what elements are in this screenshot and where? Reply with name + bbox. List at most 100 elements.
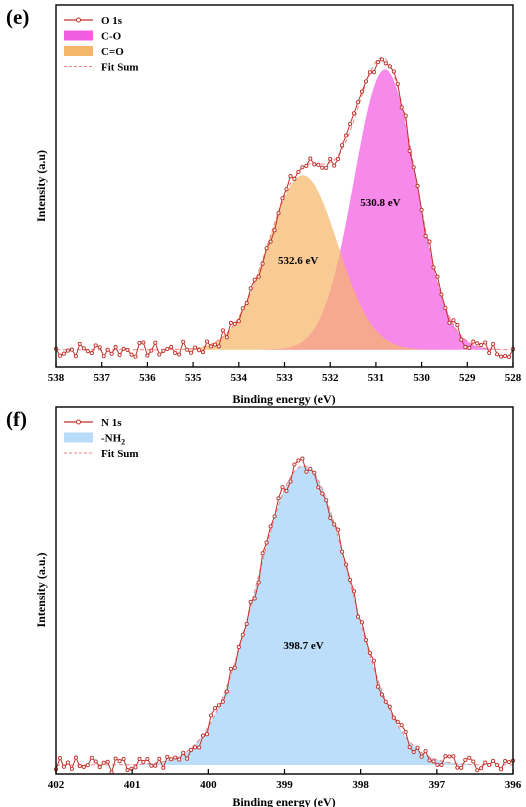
data-point xyxy=(363,79,369,84)
data-point xyxy=(193,345,198,350)
data-point xyxy=(252,277,257,282)
data-point xyxy=(149,348,154,353)
annotations-f: 398.7 eV xyxy=(283,640,323,652)
data-point xyxy=(93,759,98,764)
data-point xyxy=(268,524,273,529)
data-point xyxy=(240,632,245,637)
legend-label: Fit Sum xyxy=(101,448,139,460)
data-point xyxy=(85,763,90,768)
data-point xyxy=(427,758,432,763)
data-point xyxy=(415,183,420,188)
data-point xyxy=(479,342,484,348)
annotations-e: 530.8 eV 532.6 eV xyxy=(278,197,401,267)
data-point xyxy=(57,756,63,761)
data-point xyxy=(316,162,321,167)
legend-label-subscript: 2 xyxy=(121,438,125,447)
data-point xyxy=(204,339,210,344)
data-point xyxy=(137,756,142,761)
data-point xyxy=(312,162,317,167)
data-point xyxy=(236,319,241,324)
x-tick-label: 396 xyxy=(505,779,522,791)
y-axis-title-e: Intensity (a.u) xyxy=(34,150,48,222)
data-point xyxy=(145,756,150,762)
data-point xyxy=(264,246,269,251)
data-point xyxy=(272,228,277,233)
data-point xyxy=(101,760,106,765)
x-tick-label: 538 xyxy=(48,372,65,384)
data-point xyxy=(463,345,468,350)
data-point xyxy=(256,274,261,279)
data-point xyxy=(173,350,178,355)
data-point xyxy=(129,352,134,357)
data-point xyxy=(387,704,392,709)
legend-swatch-marker xyxy=(76,17,81,23)
data-point xyxy=(260,261,265,266)
data-point xyxy=(228,666,233,671)
data-point xyxy=(105,759,110,764)
data-point xyxy=(423,234,428,239)
data-point xyxy=(503,353,508,359)
data-point xyxy=(232,321,237,326)
data-point xyxy=(276,211,281,216)
data-point xyxy=(328,515,333,520)
data-point xyxy=(177,352,182,357)
fit-sum-line xyxy=(56,56,513,351)
data-point xyxy=(81,764,86,769)
panel-e-o1s: (e) 538 537 536 535 534 533 532 531 530 529 528 Bi… xyxy=(6,4,522,406)
data-point xyxy=(292,176,297,181)
data-point xyxy=(244,621,249,626)
data-point xyxy=(125,347,130,352)
legend-label: -NH2 xyxy=(101,433,125,447)
legend-label: N 1s xyxy=(101,417,122,429)
data-point xyxy=(89,755,94,760)
data-point xyxy=(308,466,313,471)
data-point xyxy=(371,658,376,663)
data-point xyxy=(491,341,496,347)
data-point xyxy=(495,352,500,357)
data-point xyxy=(411,165,416,170)
data-point xyxy=(228,320,233,325)
data-point xyxy=(292,462,297,467)
data-point xyxy=(395,81,400,86)
data-point xyxy=(220,699,225,704)
data-point xyxy=(320,165,325,170)
data-point xyxy=(248,286,253,291)
data-point xyxy=(435,274,440,279)
data-point xyxy=(272,514,277,519)
data-point xyxy=(216,703,221,708)
data-point xyxy=(77,341,82,346)
data-point xyxy=(483,340,488,345)
data-point xyxy=(252,596,257,601)
peak-annotation: 530.8 eV xyxy=(360,197,400,209)
data-point xyxy=(101,354,106,359)
data-point xyxy=(73,354,78,359)
data-point xyxy=(185,756,190,761)
data-point xyxy=(300,165,305,170)
data-point xyxy=(117,352,122,358)
data-point xyxy=(359,620,365,625)
data-point xyxy=(455,765,460,770)
data-point xyxy=(284,488,289,494)
legend-swatch-fill xyxy=(64,30,93,41)
data-point xyxy=(308,156,313,161)
data-point xyxy=(157,352,162,357)
x-tick-label: 534 xyxy=(231,372,248,384)
data-point xyxy=(145,353,150,358)
x-axis-title-f: Binding energy (eV) xyxy=(232,795,335,807)
data-point xyxy=(173,755,178,760)
data-point xyxy=(81,346,86,351)
data-point xyxy=(280,196,285,201)
data-point xyxy=(371,70,376,75)
x-tick-label: 397 xyxy=(429,779,446,791)
data-point xyxy=(121,756,126,762)
data-point xyxy=(85,349,90,354)
x-tick-label: 535 xyxy=(185,372,202,384)
data-point xyxy=(121,346,126,351)
data-point xyxy=(459,337,464,342)
x-tick-label: 537 xyxy=(93,372,110,384)
data-point xyxy=(204,732,210,737)
data-point xyxy=(395,719,400,724)
data-point xyxy=(447,754,452,759)
data-point xyxy=(503,759,508,764)
